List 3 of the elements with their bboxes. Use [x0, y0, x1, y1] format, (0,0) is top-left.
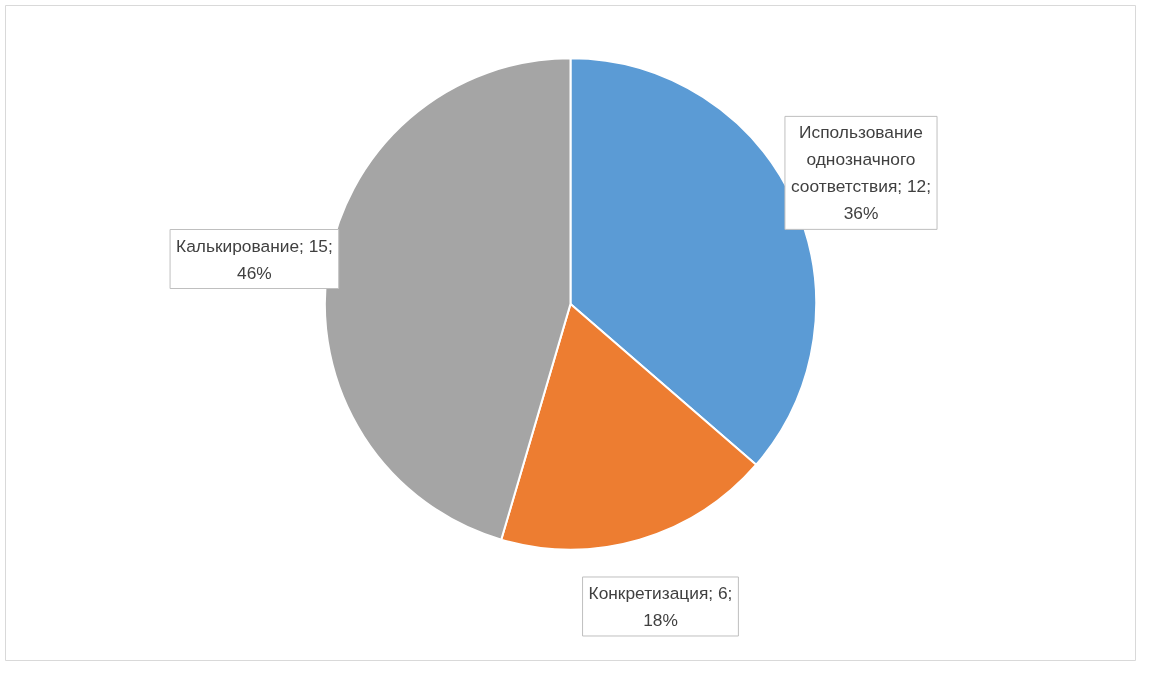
slice-label: Использование однозначного соответствия; 12; 36% — [790, 122, 932, 224]
slice-label: Калькирование; 15; 46% — [176, 235, 333, 283]
slice-label: Конкретизация; 6; 18% — [588, 582, 733, 630]
